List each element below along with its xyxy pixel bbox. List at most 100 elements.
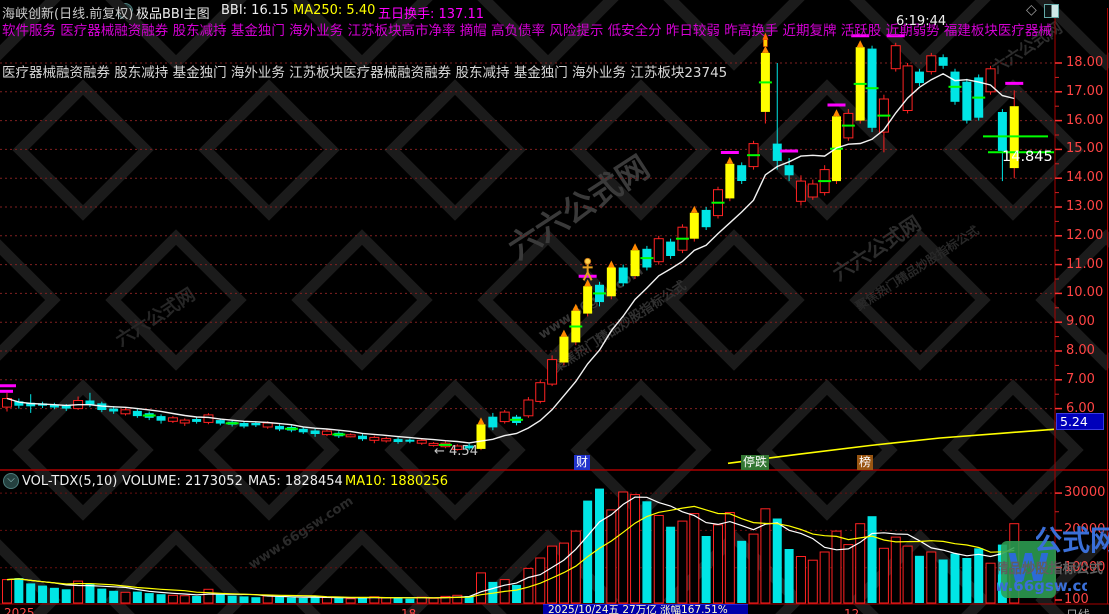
volume-ma10-value: MA10: 1880256	[345, 474, 449, 489]
candle	[559, 336, 569, 363]
candle	[14, 401, 24, 406]
volume-bar	[819, 551, 830, 604]
volume-bar	[120, 591, 131, 604]
volume-bar	[570, 530, 581, 604]
volume-bar	[440, 595, 451, 604]
candle	[938, 57, 948, 66]
candle	[310, 430, 320, 434]
volume-bar	[61, 589, 71, 603]
volume-bar	[476, 572, 486, 604]
volume-bar	[737, 540, 747, 603]
candle	[179, 419, 190, 424]
candle	[416, 439, 427, 444]
volume-bar	[227, 595, 237, 603]
volume-bar	[298, 597, 308, 603]
badge-rank[interactable]: 榜	[857, 455, 874, 470]
tag-row-secondary[interactable]: 医疗器械融资融券 股东减持 基金独门 海外业务 江苏板块医疗器械融资融券 股东减…	[2, 65, 728, 81]
indicator-name[interactable]: 极品BBI主图	[136, 7, 210, 22]
badge-halt[interactable]: 停跌	[741, 455, 770, 470]
flame-icon	[833, 109, 840, 117]
volume-bar	[512, 584, 522, 603]
candle	[476, 424, 486, 449]
volume-bar	[358, 597, 367, 603]
candle	[85, 400, 95, 405]
tag-ticker-row[interactable]: 软件服务 医疗器械融资融券 股东减持 基金独门 海外业务 江苏板块高市净率 摘帽…	[2, 23, 1052, 39]
volume-bar	[535, 557, 546, 604]
volume-indicator-name[interactable]: VOL-TDX(5,10)	[22, 474, 118, 489]
date-axis-label: 18	[401, 607, 417, 614]
flame-icon	[607, 260, 615, 268]
volume-bar	[962, 558, 972, 603]
volume-bar	[38, 585, 48, 603]
volume-bar	[144, 593, 154, 603]
candle	[618, 267, 628, 284]
flame-icon	[572, 303, 580, 311]
volume-bar	[286, 597, 296, 603]
candle	[358, 435, 367, 440]
chevron-down-icon[interactable]: ⌵	[117, 3, 133, 19]
candle	[653, 238, 664, 263]
candle	[49, 404, 59, 408]
person-icon	[584, 257, 592, 265]
volume-bar	[156, 594, 166, 603]
volume-bar	[795, 556, 806, 604]
volume-bar	[926, 551, 937, 604]
price-axis-label: 14.00	[1066, 170, 1104, 186]
candle	[452, 445, 463, 450]
candle	[535, 382, 546, 402]
volume-bar	[393, 597, 403, 603]
volume-bar	[950, 553, 960, 603]
volume-bar	[666, 526, 676, 603]
period-label[interactable]: 日线	[1066, 606, 1090, 614]
volume-bar	[630, 494, 641, 604]
price-axis-label: 18.00	[1066, 55, 1104, 70]
volume-bar	[239, 596, 249, 603]
candle	[275, 425, 285, 430]
date-axis-label: 2025	[4, 606, 35, 614]
ma250-line	[727, 428, 1055, 465]
split-panel-icon[interactable]	[1044, 4, 1059, 18]
candle	[962, 81, 972, 121]
candle	[547, 359, 558, 385]
candle	[583, 286, 593, 314]
volume-bar	[26, 583, 36, 603]
volume-bar	[985, 562, 996, 604]
volume-bar	[748, 533, 759, 604]
volume-bar	[642, 501, 652, 603]
candle	[167, 417, 178, 422]
volume-bar	[132, 591, 142, 603]
volume-axis-label: 10000	[1064, 559, 1106, 575]
chevron-down-icon[interactable]: ⌵	[3, 473, 19, 489]
diamond-icon[interactable]: ◇	[1026, 2, 1037, 18]
volume-bar	[677, 520, 688, 604]
candle	[321, 430, 332, 436]
volume-bar	[452, 594, 463, 604]
site-brand-text: 六六公式网	[1036, 524, 1109, 557]
site-url-text: www.66gsw.com	[997, 577, 1087, 595]
candle	[784, 165, 794, 176]
flame-icon	[726, 156, 734, 164]
price-axis-label: 9.00	[1066, 314, 1095, 330]
price-axis-label: 7.00	[1066, 371, 1095, 387]
badge-finance[interactable]: 财	[574, 455, 591, 470]
volume-bar	[547, 545, 558, 604]
site-logo-icon: W	[1001, 541, 1056, 598]
low-price-marker: ← 4.54	[434, 444, 478, 459]
volume-bar	[867, 516, 877, 603]
clock: 6:19:44	[896, 14, 947, 29]
candle	[251, 423, 261, 426]
volume-bar	[772, 518, 782, 603]
volume-axis-label: 100	[1064, 592, 1089, 607]
site-tagline-text: 聚焦热门精品炒股指标公式	[998, 561, 1103, 577]
candle	[772, 143, 782, 161]
volume-bar	[14, 578, 24, 603]
candle	[795, 180, 806, 202]
volume-ma5-value: MA5: 1828454	[248, 474, 343, 489]
volume-bar	[689, 513, 700, 604]
volume-bar	[179, 595, 190, 604]
volume-bar	[321, 597, 332, 604]
volume-bar	[369, 596, 380, 604]
ma250-value: MA250: 5.40	[293, 3, 376, 18]
